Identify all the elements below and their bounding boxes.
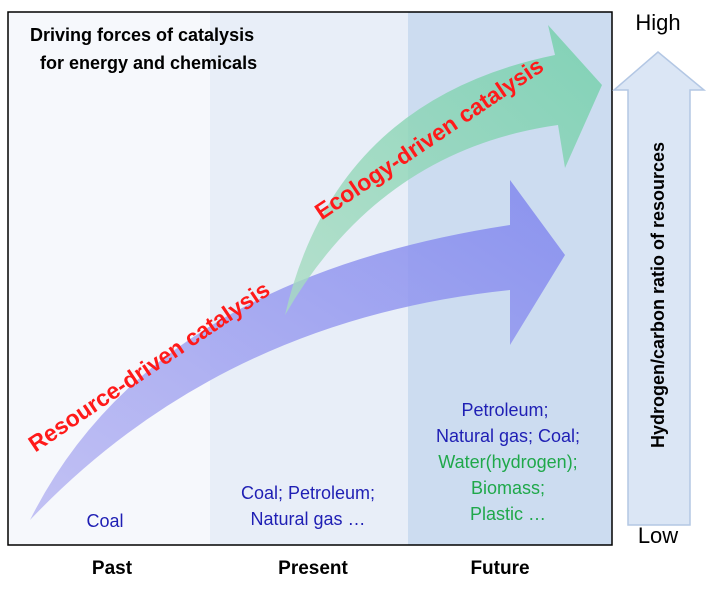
column-label: Present xyxy=(278,558,348,579)
ecology-arrow xyxy=(285,25,602,315)
resource-text: Petroleum; xyxy=(461,400,548,420)
resource-text: Plastic … xyxy=(470,504,546,524)
scale-arrow xyxy=(611,51,707,526)
resource-text: Water(hydrogen); xyxy=(438,452,577,472)
column-label: Future xyxy=(470,558,529,579)
resource-text: Natural gas … xyxy=(250,509,365,529)
resource-text: Coal; Petroleum; xyxy=(241,483,375,503)
resource-text: Coal xyxy=(86,511,123,531)
frame xyxy=(7,11,613,546)
scale-low: Low xyxy=(638,523,678,548)
resource-text: Natural gas; Coal; xyxy=(436,426,580,446)
resource-text: Biomass; xyxy=(471,478,545,498)
title-line: for energy and chemicals xyxy=(40,53,257,73)
past-band xyxy=(8,12,210,545)
title-line: Driving forces of catalysis xyxy=(30,25,254,45)
scale-high: High xyxy=(635,10,680,35)
resource-arrow xyxy=(30,180,565,520)
column-label: Past xyxy=(92,558,133,579)
scale-label: Hydrogen/carbon ratio of resources xyxy=(648,142,668,448)
